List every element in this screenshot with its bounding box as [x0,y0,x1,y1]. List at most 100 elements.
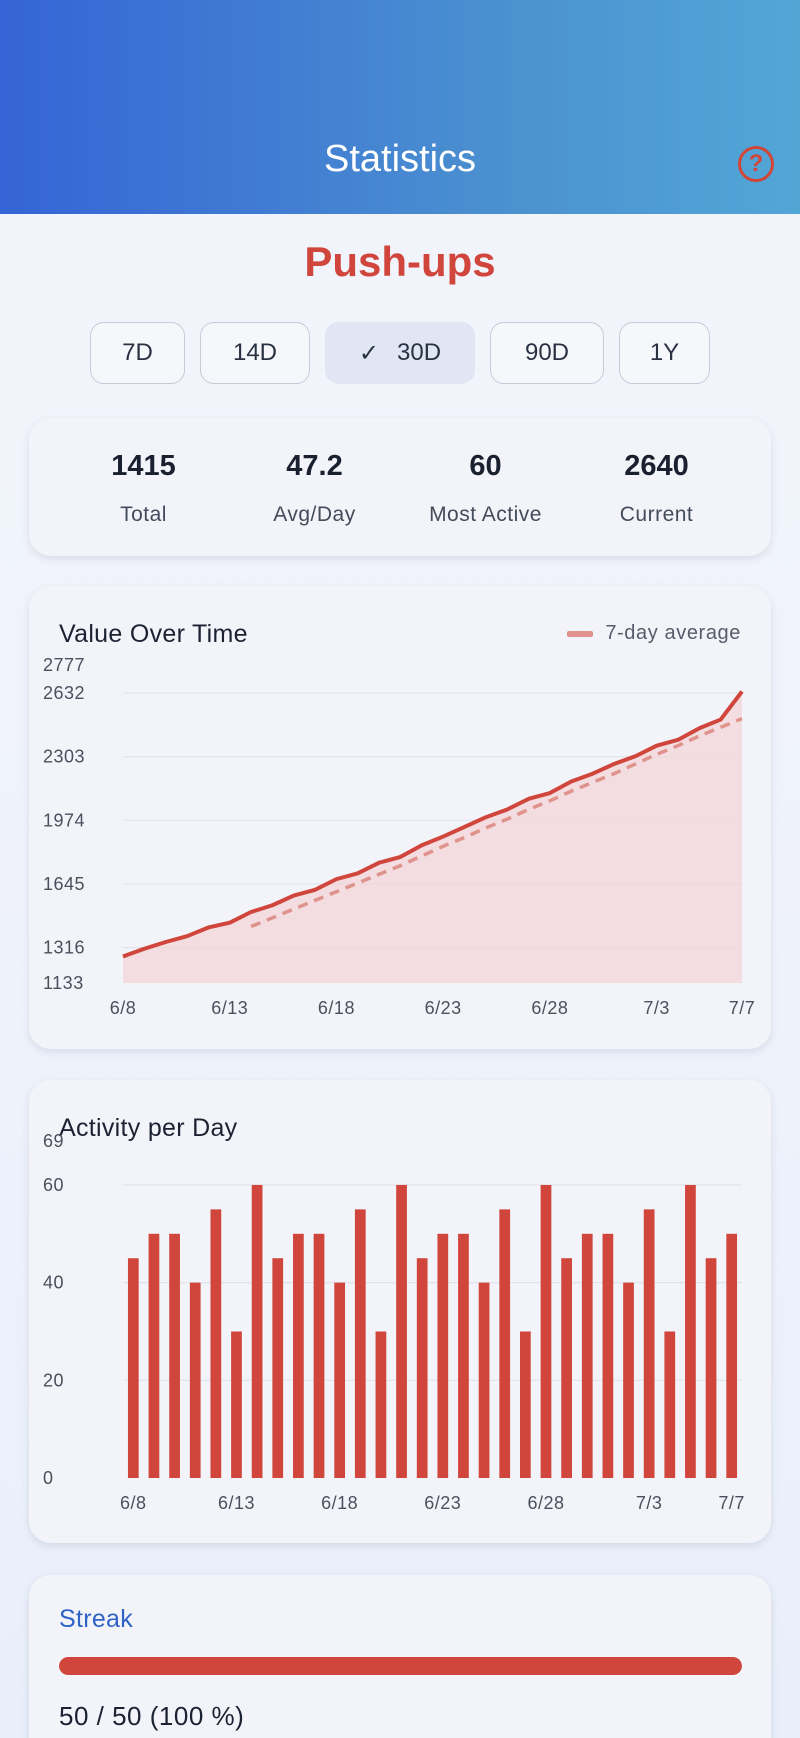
y-tick-label: 2777 [43,655,85,675]
range-button-90d[interactable]: 90D [490,322,604,384]
y-tick-label: 0 [43,1468,54,1488]
range-button-14d[interactable]: 14D [200,322,310,384]
value-over-time-card: Value Over Time 7-day average 1133 1316 16… [29,586,771,1049]
activity-bar [210,1209,222,1478]
y-tick-label: 2303 [43,747,85,767]
x-tick-label: 7/7 [718,1493,745,1513]
stat-current: 2640 Current [571,450,742,527]
y-tick-label: 60 [43,1175,64,1195]
y-tick-label: 2632 [43,683,85,703]
range-label: 14D [232,339,278,366]
activity-bar [540,1184,552,1478]
stat-label: Avg/Day [273,503,356,526]
activity-bar [272,1258,284,1478]
exercise-title: Push-ups [304,238,496,285]
stat-value: 2640 [624,450,689,482]
activity-bar [705,1258,717,1478]
streak-card: Streak 50 / 50 (100 %) [29,1575,771,1738]
range-button-7d[interactable]: 7D [90,322,185,384]
x-tick-label: 6/8 [120,1493,147,1513]
stat-avg-per-day: 47.2 Avg/Day [229,450,400,527]
x-tick-label: 6/13 [218,1493,255,1513]
activity-bar [396,1184,407,1478]
help-circle-icon[interactable]: ? [738,146,774,182]
streak-text: 50 / 50 (100 %) [59,1701,245,1731]
value-area [123,691,742,983]
x-tick-label: 6/23 [425,998,462,1018]
value-line [122,690,744,959]
activity-bar [293,1233,304,1478]
check-icon: ✓ [358,339,380,367]
range-button-30d[interactable]: ✓ 30D [325,322,475,384]
stat-total: 1415 Total [58,450,229,527]
chart-title: Value Over Time [59,620,248,648]
activity-bar [685,1184,696,1478]
legend-label: 7-day average [605,622,741,644]
app-header: Statistics ? [0,0,800,214]
activity-bar [664,1331,676,1478]
activity-bar [437,1233,449,1478]
y-tick-label: 1316 [43,938,85,958]
range-button-1y[interactable]: 1Y [619,322,710,384]
range-label: 7D [122,339,153,366]
stat-value: 60 [469,450,502,482]
activity-bar [334,1282,346,1478]
activity-bar [478,1282,490,1478]
x-tick-label: 7/3 [643,998,670,1018]
summary-card: 1415 Total 47.2 Avg/Day 60 Most Active 2… [29,418,771,556]
x-tick-label: 7/7 [729,998,756,1018]
activity-bar [643,1209,655,1478]
stat-label: Total [120,503,167,526]
x-tick-label: 6/18 [321,1493,358,1513]
activity-bar [458,1233,469,1478]
range-selector: 7D 14D ✓ 30D 90D 1Y [0,322,800,384]
activity-bar [148,1233,160,1478]
bar-chart: 0 20 40 60 69 6/8 6/13 6/18 6/23 6/28 7/3 7/7 [43,1131,745,1513]
activity-bar [561,1258,572,1478]
page-title: Statistics [323,138,477,180]
line-chart: 1133 1316 1645 1974 2303 2632 2777 6/8 6/13 6/18 6… [43,655,756,1018]
activity-bar [251,1184,263,1478]
chart-title: Activity per Day [59,1114,238,1142]
x-tick-label: 6/28 [527,1493,564,1513]
y-tick-label: 1133 [43,973,84,993]
y-tick-label: 69 [43,1131,64,1151]
stat-value: 47.2 [286,450,343,482]
activity-bar [416,1258,428,1478]
activity-bar [127,1258,139,1478]
x-tick-label: 6/28 [531,998,568,1018]
x-tick-label: 7/3 [636,1493,663,1513]
x-tick-label: 6/23 [424,1493,461,1513]
stat-label: Current [619,503,694,526]
stat-label: Most Active [429,503,542,526]
y-tick-label: 40 [43,1273,64,1293]
activity-per-day-card: Activity per Day 0 20 40 60 69 6/8 6/13 6/18 6/2… [29,1080,771,1543]
range-label: 90D [524,339,570,366]
activity-bar [499,1209,511,1478]
average-line [250,716,743,929]
activity-bar [169,1233,180,1478]
x-tick-label: 6/8 [110,998,137,1018]
x-tick-label: 6/18 [318,998,355,1018]
activity-bar [623,1282,634,1478]
activity-bar [313,1233,325,1478]
streak-progress-fill [59,1657,742,1675]
legend-swatch [567,630,594,637]
y-tick-label: 1974 [43,810,85,830]
stat-value: 1415 [111,450,176,482]
streak-title: Streak [59,1605,134,1633]
activity-bar [519,1331,531,1478]
y-tick-label: 20 [43,1370,64,1390]
activity-bar [581,1233,593,1478]
activity-bar [189,1282,201,1478]
activity-bar [602,1233,614,1478]
activity-bar [354,1209,366,1478]
chart-legend: 7-day average [567,622,741,645]
streak-progress-bar [59,1657,742,1675]
activity-bar [375,1331,387,1478]
x-tick-label: 6/13 [211,998,248,1018]
activity-bar [231,1331,242,1478]
activity-bar [726,1233,738,1478]
y-tick-label: 1645 [43,874,85,894]
stat-most-active: 60 Most Active [400,450,571,527]
